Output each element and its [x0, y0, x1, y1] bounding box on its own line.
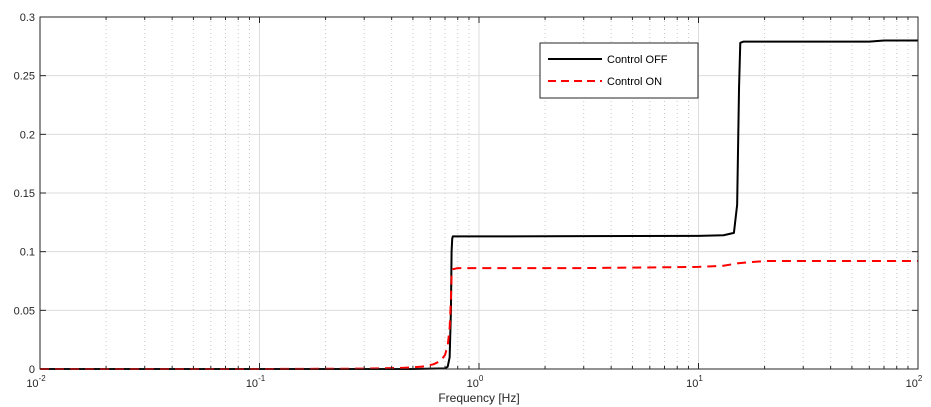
y-tick-label: 0.1	[20, 247, 35, 259]
x-tick-label: 10-1	[246, 374, 266, 390]
x-tick-label: 102	[906, 374, 923, 390]
x-axis: 10-2 10-1 100 101 102	[26, 17, 923, 390]
series-layer	[40, 39, 918, 370]
y-tick-label: 0.25	[14, 71, 35, 83]
legend-label-control-on: Control ON	[607, 76, 662, 88]
y-tick-label: 0.15	[14, 188, 35, 200]
x-tick-label: 100	[467, 374, 484, 390]
y-tick-label: 0.05	[14, 305, 35, 317]
y-axis: 0 0.05 0.1 0.15 0.2 0.25 0.3	[14, 12, 918, 376]
x-tick-label: 10-2	[26, 374, 46, 390]
x-axis-label: Frequency [Hz]	[438, 391, 519, 405]
legend: Control OFF Control ON	[539, 42, 699, 99]
legend-label-control-off: Control OFF	[607, 54, 668, 66]
series-line-control-off	[40, 39, 918, 370]
series-line-control-on	[40, 260, 918, 370]
legend-box	[539, 42, 699, 99]
y-tick-label: 0.3	[20, 12, 35, 24]
y-tick-label: 0	[29, 364, 35, 376]
x-tick-label: 101	[686, 374, 703, 390]
y-tick-label: 0.2	[20, 129, 35, 141]
